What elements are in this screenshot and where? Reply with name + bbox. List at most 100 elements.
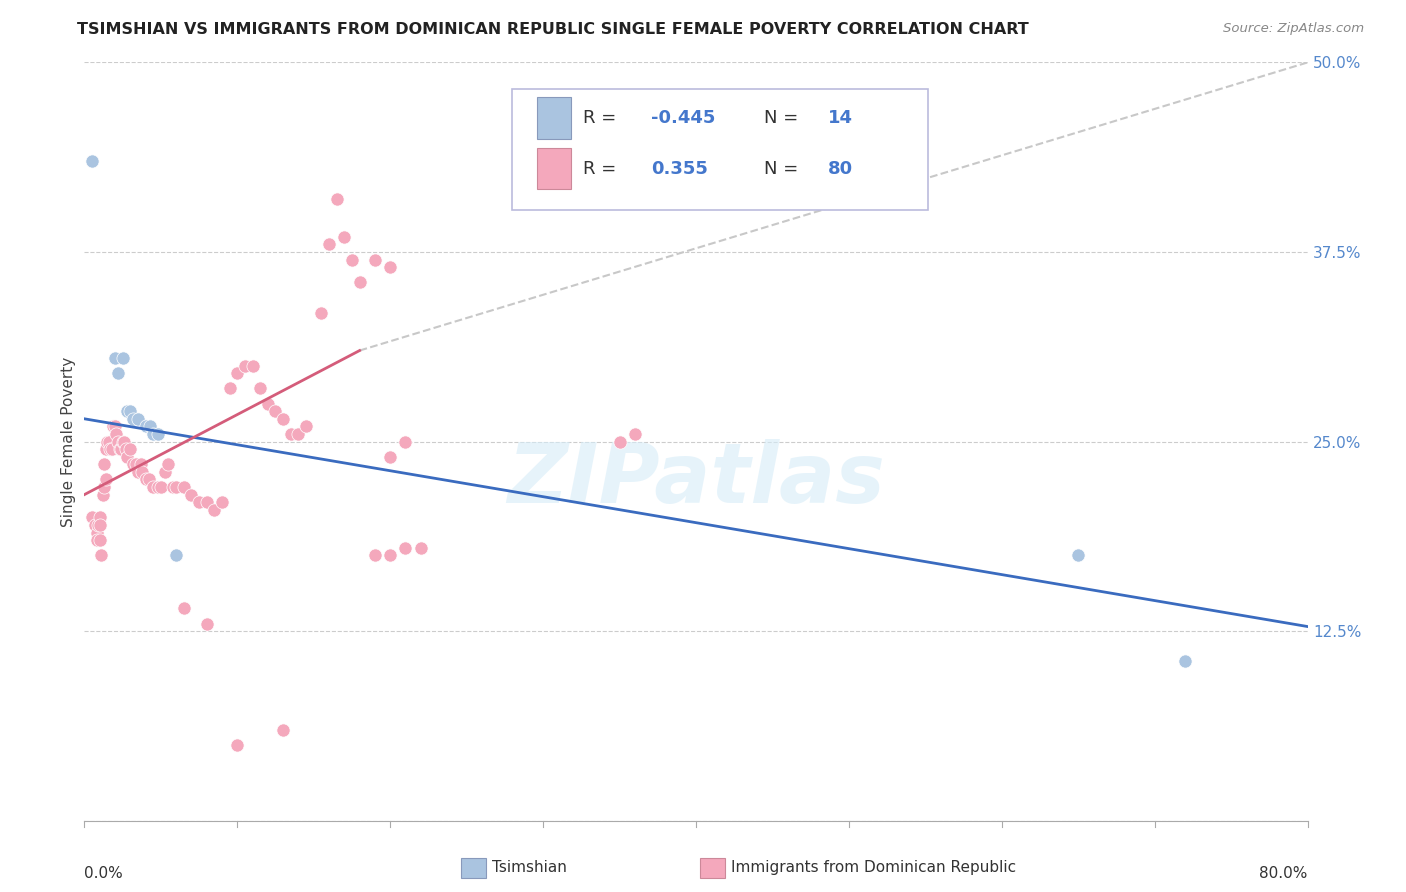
Text: 14: 14 — [828, 109, 853, 127]
Point — [218, 382, 240, 396]
Point — [105, 427, 128, 442]
Point — [80, 510, 103, 524]
Point — [86, 533, 108, 548]
Point — [146, 480, 169, 494]
Point — [96, 434, 118, 449]
Point — [173, 601, 195, 615]
Point — [138, 473, 160, 487]
Point — [135, 419, 157, 434]
Text: 0.0%: 0.0% — [84, 866, 124, 881]
Point — [165, 480, 187, 494]
Point — [1067, 548, 1090, 563]
Point — [149, 480, 172, 494]
Point — [115, 404, 138, 418]
Point — [195, 616, 218, 631]
Text: N =: N = — [765, 109, 804, 127]
Point — [380, 548, 402, 563]
Point — [211, 495, 233, 509]
Point — [380, 450, 402, 464]
Point — [146, 427, 169, 442]
Point — [364, 252, 387, 267]
Text: R =: R = — [583, 109, 623, 127]
Point — [195, 495, 218, 509]
Point — [318, 237, 340, 252]
Text: ZIPatlas: ZIPatlas — [508, 439, 884, 520]
Point — [111, 434, 134, 449]
Point — [122, 412, 145, 426]
Text: 0.355: 0.355 — [651, 160, 707, 178]
Point — [89, 533, 111, 548]
Point — [91, 487, 114, 501]
Point — [226, 366, 249, 380]
Point — [609, 434, 631, 449]
Bar — [537, 97, 571, 138]
Point — [87, 517, 110, 532]
Point — [333, 229, 356, 244]
Point — [1174, 655, 1197, 669]
Point — [271, 412, 294, 426]
Point — [364, 548, 387, 563]
Point — [242, 359, 264, 373]
Point — [155, 465, 177, 479]
Point — [114, 442, 136, 457]
Point — [104, 351, 127, 366]
Point — [89, 510, 111, 524]
Text: Tsimshian: Tsimshian — [492, 860, 567, 874]
Point — [264, 404, 287, 418]
Point — [94, 442, 117, 457]
Point — [84, 517, 107, 532]
Point — [90, 548, 112, 563]
Text: Source: ZipAtlas.com: Source: ZipAtlas.com — [1223, 22, 1364, 36]
Point — [280, 427, 302, 442]
Point — [94, 473, 117, 487]
Point — [295, 419, 318, 434]
Point — [110, 442, 132, 457]
Point — [271, 723, 294, 737]
Point — [86, 525, 108, 540]
Point — [104, 419, 127, 434]
Point — [93, 480, 115, 494]
Text: N =: N = — [765, 160, 804, 178]
Point — [202, 503, 225, 517]
Point — [180, 487, 202, 501]
Point — [409, 541, 432, 555]
Point — [98, 442, 121, 457]
Point — [103, 419, 125, 434]
Point — [226, 738, 249, 752]
Point — [112, 434, 135, 449]
Point — [157, 458, 180, 472]
Text: Immigrants from Dominican Republic: Immigrants from Dominican Republic — [731, 860, 1017, 874]
Point — [349, 275, 371, 289]
Point — [165, 548, 187, 563]
Point — [122, 458, 145, 472]
Point — [340, 252, 363, 267]
Point — [107, 366, 129, 380]
Point — [108, 442, 131, 457]
Text: 80: 80 — [828, 160, 853, 178]
Point — [120, 404, 142, 418]
Point — [173, 480, 195, 494]
Bar — [537, 148, 571, 189]
FancyBboxPatch shape — [513, 89, 928, 211]
Point — [111, 351, 134, 366]
Point — [129, 458, 152, 472]
Point — [287, 427, 309, 442]
Point — [127, 412, 149, 426]
Point — [125, 458, 148, 472]
Point — [624, 427, 647, 442]
Point — [325, 192, 347, 206]
Point — [142, 480, 165, 494]
Text: -0.445: -0.445 — [651, 109, 716, 127]
Point — [394, 434, 416, 449]
Point — [257, 396, 280, 410]
Point — [162, 480, 184, 494]
Point — [135, 473, 157, 487]
Point — [101, 442, 124, 457]
Point — [131, 465, 153, 479]
Point — [115, 450, 138, 464]
Point — [233, 359, 256, 373]
Point — [394, 541, 416, 555]
Point — [107, 434, 129, 449]
Point — [142, 427, 165, 442]
Point — [93, 458, 115, 472]
